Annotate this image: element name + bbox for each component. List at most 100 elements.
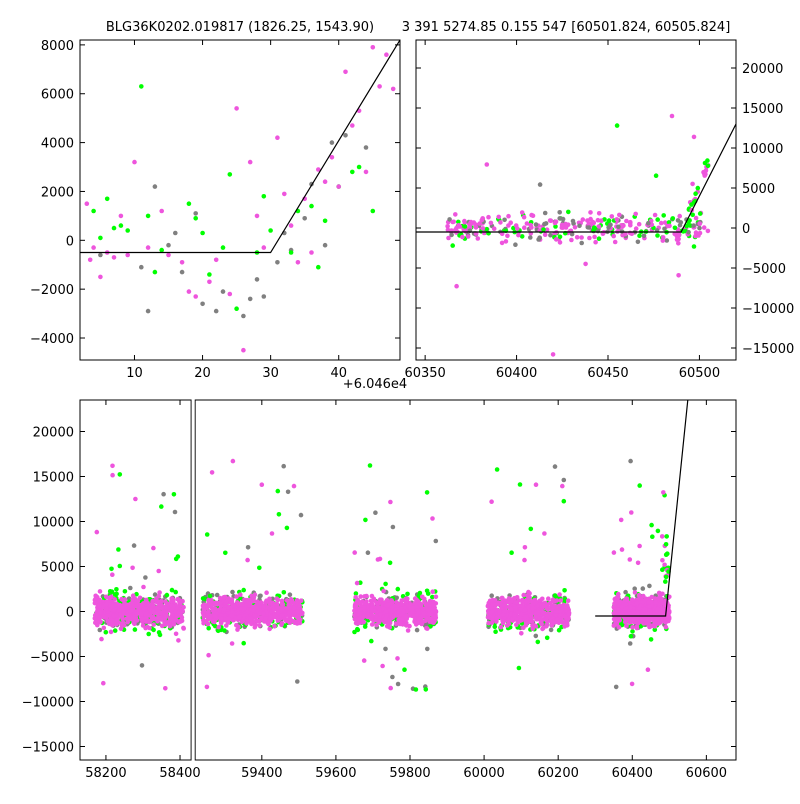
- green-point: [661, 213, 666, 218]
- magenta-point: [378, 612, 383, 617]
- magenta-point: [248, 616, 253, 622]
- green-point: [241, 640, 246, 646]
- green-point: [655, 217, 660, 222]
- y-tick-label: 15000: [33, 471, 74, 486]
- magenta-point: [649, 610, 654, 615]
- magenta-point: [127, 616, 132, 622]
- x-tick-label: 59400: [241, 766, 282, 781]
- magenta-point: [264, 590, 269, 595]
- magenta-point: [247, 159, 253, 165]
- magenta-point: [531, 623, 537, 628]
- magenta-point: [359, 607, 364, 612]
- green-point: [132, 627, 138, 632]
- y-tick-label: 2000: [41, 185, 74, 200]
- magenta-point: [375, 557, 381, 562]
- gray-point: [570, 218, 576, 224]
- green-point: [288, 250, 294, 255]
- magenta-point: [643, 613, 648, 618]
- magenta-point: [450, 219, 456, 225]
- magenta-point: [133, 496, 138, 502]
- magenta-point: [120, 616, 126, 622]
- magenta-point: [612, 239, 618, 245]
- magenta-point: [490, 609, 495, 614]
- y-tick-label: −5000: [30, 651, 74, 666]
- magenta-point: [401, 609, 407, 614]
- green-point: [107, 589, 113, 594]
- magenta-point: [522, 607, 528, 613]
- gray-point: [686, 229, 691, 235]
- green-point: [688, 223, 693, 228]
- magenta-point: [611, 550, 617, 555]
- green-point: [193, 216, 198, 221]
- magenta-point: [163, 599, 168, 604]
- magenta-point: [587, 235, 592, 241]
- magenta-point: [234, 622, 239, 628]
- magenta-point: [180, 608, 185, 614]
- green-point: [355, 627, 361, 633]
- magenta-point: [282, 191, 287, 197]
- magenta-point: [130, 565, 135, 571]
- magenta-point: [665, 613, 670, 618]
- magenta-point: [496, 214, 502, 220]
- magenta-point: [108, 629, 114, 635]
- magenta-point: [181, 604, 186, 610]
- green-point: [109, 566, 114, 572]
- magenta-point: [163, 620, 168, 626]
- magenta-point: [353, 620, 359, 626]
- y-tick-label: −15000: [22, 741, 74, 756]
- green-point: [672, 225, 678, 231]
- magenta-point: [523, 618, 528, 624]
- magenta-point: [370, 45, 376, 50]
- magenta-point: [701, 225, 707, 230]
- green-point: [261, 194, 267, 199]
- green-point: [353, 591, 359, 596]
- magenta-point: [432, 614, 438, 619]
- green-point: [666, 220, 672, 225]
- magenta-point: [503, 598, 508, 603]
- magenta-point: [103, 602, 109, 608]
- green-point: [112, 628, 118, 633]
- x-tick-label: 60500: [679, 366, 720, 381]
- magenta-point: [363, 169, 369, 175]
- magenta-point: [236, 614, 242, 620]
- magenta-point: [632, 590, 638, 595]
- y-tick-label: −10000: [742, 302, 794, 317]
- magenta-point: [358, 594, 364, 599]
- green-point: [528, 526, 534, 532]
- magenta-point: [291, 605, 297, 611]
- green-point: [104, 196, 110, 202]
- gray-point: [433, 538, 439, 544]
- x-tick-label: 40: [330, 366, 347, 381]
- gray-point: [179, 269, 185, 275]
- gray-point: [552, 464, 558, 469]
- magenta-point: [97, 603, 102, 609]
- magenta-point: [294, 614, 299, 619]
- magenta-point: [527, 608, 532, 614]
- magenta-point: [491, 226, 497, 231]
- green-point: [637, 233, 642, 238]
- magenta-point: [132, 159, 137, 165]
- magenta-point: [275, 135, 280, 140]
- magenta-point: [618, 517, 624, 523]
- y-tick-label: 0: [66, 606, 74, 621]
- magenta-point: [544, 227, 550, 232]
- gray-point: [213, 308, 219, 314]
- magenta-point: [558, 618, 563, 623]
- magenta-point: [505, 233, 510, 239]
- magenta-point: [475, 236, 481, 241]
- magenta-point: [322, 179, 328, 184]
- gray-point: [98, 252, 103, 258]
- magenta-point: [416, 600, 422, 606]
- rising-point: [664, 534, 669, 539]
- magenta-point: [286, 602, 292, 608]
- y-tick-label: 10000: [33, 516, 74, 531]
- magenta-point: [430, 516, 435, 521]
- magenta-point: [596, 224, 602, 229]
- magenta-point: [260, 611, 266, 616]
- magenta-point: [399, 598, 405, 603]
- magenta-point: [520, 600, 525, 605]
- panel-zoom-right: 60350 60400 60450 60500 −15000 −10000 −5000 0 50…: [404, 39, 794, 381]
- magenta-point: [87, 257, 93, 263]
- gray-point: [322, 242, 328, 248]
- magenta-point: [355, 605, 360, 611]
